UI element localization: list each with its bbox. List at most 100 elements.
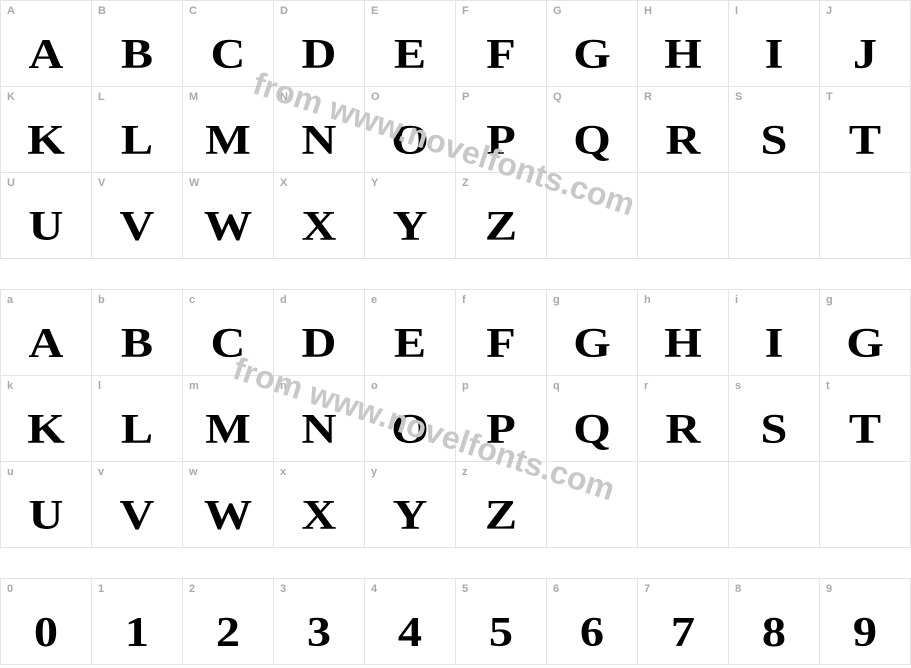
glyph-label: L: [98, 91, 105, 103]
glyph-cell[interactable]: nN: [274, 376, 365, 462]
glyph-label: X: [280, 177, 287, 189]
glyph-cell[interactable]: zZ: [456, 462, 547, 548]
glyph-label: a: [7, 294, 13, 306]
glyph-cell[interactable]: JJ: [820, 1, 911, 87]
glyph-cell[interactable]: HH: [638, 1, 729, 87]
glyph-display: N: [267, 120, 371, 162]
glyph-display: S: [722, 409, 826, 451]
glyph-cell[interactable]: SS: [729, 87, 820, 173]
glyph-display: Z: [449, 495, 553, 537]
glyph-display: O: [358, 120, 462, 162]
glyph-cell[interactable]: RR: [638, 87, 729, 173]
glyph-label: G: [553, 5, 562, 17]
glyph-cell[interactable]: TT: [820, 87, 911, 173]
glyph-display: 1: [85, 612, 189, 654]
glyph-display: X: [267, 495, 371, 537]
glyph-cell[interactable]: MM: [183, 87, 274, 173]
glyph-cell[interactable]: wW: [183, 462, 274, 548]
glyph-label: A: [7, 5, 15, 17]
glyph-display: L: [85, 120, 189, 162]
glyph-label: k: [7, 380, 13, 392]
glyph-cell[interactable]: 55: [456, 579, 547, 665]
glyph-cell[interactable]: PP: [456, 87, 547, 173]
glyph-label: 3: [280, 583, 286, 595]
glyph-cell[interactable]: cC: [183, 290, 274, 376]
glyph-cell[interactable]: dD: [274, 290, 365, 376]
glyph-cell[interactable]: 99: [820, 579, 911, 665]
glyph-cell[interactable]: VV: [92, 173, 183, 259]
glyph-cell[interactable]: YY: [365, 173, 456, 259]
glyph-cell[interactable]: NN: [274, 87, 365, 173]
glyph-cell[interactable]: 88: [729, 579, 820, 665]
glyph-cell[interactable]: uU: [1, 462, 92, 548]
glyph-cell[interactable]: 11: [92, 579, 183, 665]
glyph-cell[interactable]: 00: [1, 579, 92, 665]
glyph-cell[interactable]: mM: [183, 376, 274, 462]
glyph-cell[interactable]: LL: [92, 87, 183, 173]
glyph-cell[interactable]: GG: [547, 1, 638, 87]
glyph-label: 8: [735, 583, 741, 595]
glyph-display: V: [85, 495, 189, 537]
glyph-cell[interactable]: EE: [365, 1, 456, 87]
glyph-label: n: [280, 380, 287, 392]
glyph-cell[interactable]: 44: [365, 579, 456, 665]
glyph-cell[interactable]: 66: [547, 579, 638, 665]
glyph-display: C: [176, 34, 280, 76]
glyph-cell[interactable]: qQ: [547, 376, 638, 462]
glyph-label: d: [280, 294, 287, 306]
glyph-cell[interactable]: 22: [183, 579, 274, 665]
glyph-label: s: [735, 380, 741, 392]
glyph-cell[interactable]: 77: [638, 579, 729, 665]
glyph-cell[interactable]: kK: [1, 376, 92, 462]
glyph-cell[interactable]: 33: [274, 579, 365, 665]
glyph-label: V: [98, 177, 105, 189]
glyph-display: U: [0, 495, 98, 537]
glyph-cell[interactable]: WW: [183, 173, 274, 259]
glyph-cell[interactable]: vV: [92, 462, 183, 548]
glyph-label: 5: [462, 583, 468, 595]
glyph-cell[interactable]: UU: [1, 173, 92, 259]
glyph-cell[interactable]: hH: [638, 290, 729, 376]
glyph-cell[interactable]: II: [729, 1, 820, 87]
glyph-display: W: [176, 206, 280, 248]
glyph-cell[interactable]: CC: [183, 1, 274, 87]
glyph-display: X: [267, 206, 371, 248]
glyph-cell[interactable]: XX: [274, 173, 365, 259]
glyph-cell[interactable]: gG: [820, 290, 911, 376]
glyph-label: B: [98, 5, 106, 17]
section-spacer: [0, 548, 911, 578]
glyph-cell[interactable]: yY: [365, 462, 456, 548]
glyph-cell[interactable]: pP: [456, 376, 547, 462]
section-spacer: [0, 259, 911, 289]
glyph-cell[interactable]: DD: [274, 1, 365, 87]
glyph-cell[interactable]: AA: [1, 1, 92, 87]
glyph-cell[interactable]: QQ: [547, 87, 638, 173]
glyph-display: A: [0, 34, 98, 76]
glyph-display: 8: [722, 612, 826, 654]
glyph-display: J: [813, 34, 911, 76]
glyph-cell[interactable]: lL: [92, 376, 183, 462]
glyph-cell[interactable]: fF: [456, 290, 547, 376]
glyph-cell[interactable]: BB: [92, 1, 183, 87]
glyph-cell[interactable]: tT: [820, 376, 911, 462]
glyph-cell[interactable]: KK: [1, 87, 92, 173]
glyph-cell[interactable]: rR: [638, 376, 729, 462]
glyph-label: C: [189, 5, 197, 17]
glyph-cell[interactable]: bB: [92, 290, 183, 376]
glyph-cell[interactable]: iI: [729, 290, 820, 376]
glyph-label: p: [462, 380, 469, 392]
glyph-display: B: [85, 34, 189, 76]
glyph-cell[interactable]: FF: [456, 1, 547, 87]
glyph-cell[interactable]: eE: [365, 290, 456, 376]
glyph-cell[interactable]: sS: [729, 376, 820, 462]
glyph-cell[interactable]: ZZ: [456, 173, 547, 259]
glyph-cell[interactable]: aA: [1, 290, 92, 376]
glyph-cell[interactable]: gG: [547, 290, 638, 376]
glyph-cell[interactable]: xX: [274, 462, 365, 548]
glyph-display: E: [358, 34, 462, 76]
glyph-cell[interactable]: OO: [365, 87, 456, 173]
glyph-cell[interactable]: oO: [365, 376, 456, 462]
glyph-label: b: [98, 294, 105, 306]
glyph-display: R: [631, 409, 735, 451]
glyph-label: Z: [462, 177, 469, 189]
